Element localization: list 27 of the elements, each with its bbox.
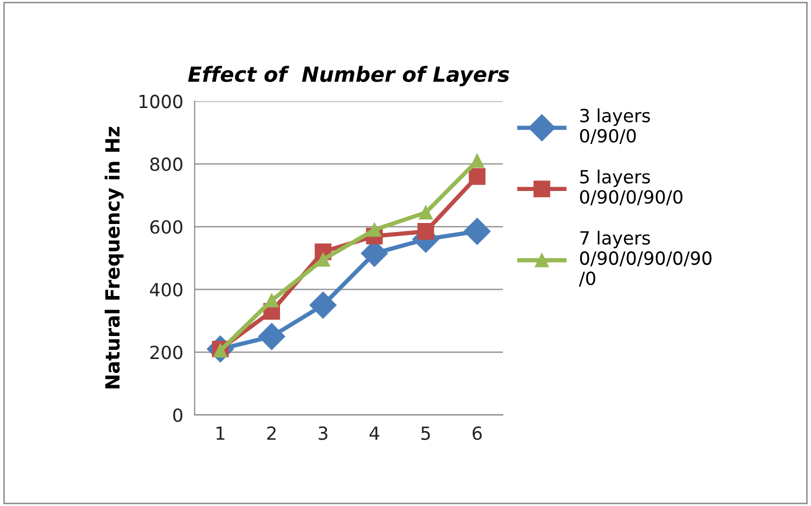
y-axis-title: Natural Frequency in Hz [104, 126, 124, 388]
point [470, 154, 484, 168]
legend-label: 3 layers 0/90/0 [580, 108, 650, 144]
point [367, 222, 382, 237]
point [468, 168, 486, 185]
point [464, 218, 491, 245]
point [264, 293, 279, 308]
legend-label: 5 layers 0/90/0/90/0 [580, 170, 682, 206]
x-tick-label: 4 [370, 426, 380, 440]
point [258, 323, 286, 350]
point [418, 206, 433, 220]
x-tick-label: 2 [267, 426, 276, 440]
x-tick-label: 6 [472, 426, 482, 440]
point [310, 292, 337, 319]
chart-title: Effect of Number of Layers [188, 66, 510, 86]
legend-label: 7 layers 0/90/0/90/0/90 /0 [578, 230, 712, 287]
y-tick-label: 800 [150, 157, 182, 172]
y-tick-label: 200 [150, 346, 182, 360]
x-tick-label: 3 [318, 426, 328, 440]
y-tick-label: 600 [150, 220, 182, 234]
y-tick-label: 400 [150, 282, 182, 297]
x-tick-label: 1 [216, 426, 224, 440]
y-tick-label: 0 [173, 408, 182, 422]
point [417, 223, 434, 240]
x-tick-label: 5 [421, 426, 430, 440]
point [316, 252, 330, 267]
y-tick-label: 1000 [140, 94, 182, 108]
